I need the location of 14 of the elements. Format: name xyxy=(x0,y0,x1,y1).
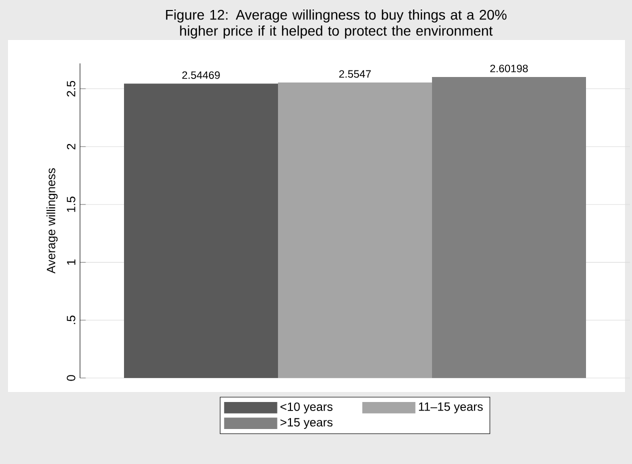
y-tick-label: 2 xyxy=(66,144,76,150)
chart-title: Figure 12: Average willingness to buy things at a 20% higher price if it helped to protect the environment xyxy=(166,9,507,39)
y-tick-label: 1 xyxy=(67,260,76,265)
data-label: 2.54469 xyxy=(182,71,220,79)
y-tick-label: 0 xyxy=(66,375,76,381)
legend-label: >15 years xyxy=(280,418,332,429)
y-axis-title: Average willingness xyxy=(46,168,58,274)
data-label: 2.5547 xyxy=(339,70,371,78)
y-tick-label: 2.5 xyxy=(66,80,76,97)
legend-label: <10 years xyxy=(280,402,332,414)
legend-label: 11–15 years xyxy=(418,402,483,414)
y-tick-label: .5 xyxy=(66,316,76,324)
data-label: 2.60198 xyxy=(490,64,528,72)
y-tick-label: 1.5 xyxy=(66,196,76,212)
